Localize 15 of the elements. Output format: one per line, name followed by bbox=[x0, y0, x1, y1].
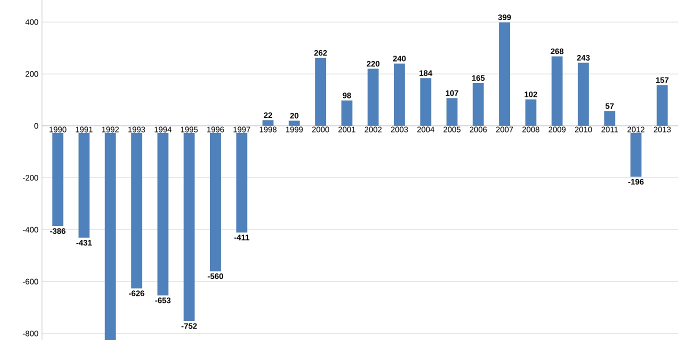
bar bbox=[552, 56, 563, 126]
bar bbox=[656, 85, 668, 126]
bar bbox=[315, 58, 326, 126]
bar bbox=[394, 64, 405, 126]
bar bbox=[472, 83, 484, 126]
bar bbox=[288, 120, 300, 126]
bar bbox=[499, 22, 510, 126]
bar bbox=[341, 100, 352, 126]
bar bbox=[420, 78, 432, 126]
bar bbox=[368, 68, 379, 126]
bar bbox=[604, 111, 616, 126]
bar bbox=[525, 99, 536, 126]
bar bbox=[446, 98, 458, 126]
bar bbox=[262, 120, 274, 126]
bar bbox=[578, 62, 589, 126]
